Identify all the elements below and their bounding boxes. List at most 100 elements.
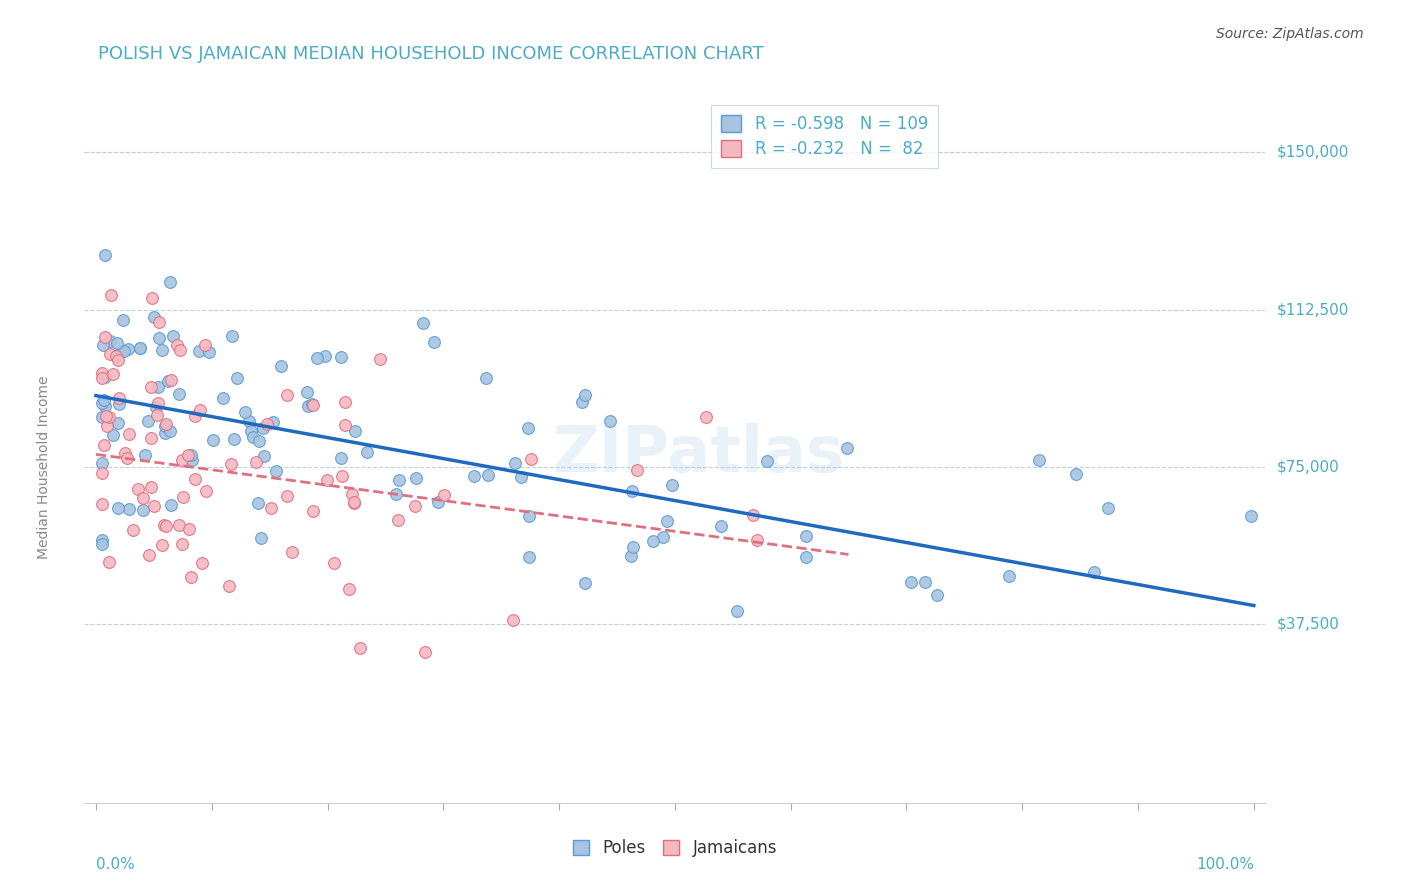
- Point: [747, 533, 769, 548]
- Point: [148, 331, 170, 345]
- Point: [626, 463, 648, 477]
- Point: [108, 397, 131, 411]
- Point: [340, 487, 363, 501]
- Point: [172, 490, 194, 504]
- Point: [305, 351, 328, 365]
- Point: [162, 328, 184, 343]
- Point: [98, 409, 121, 424]
- Text: 100.0%: 100.0%: [1197, 857, 1254, 872]
- Point: [159, 276, 181, 290]
- Point: [233, 405, 256, 419]
- Point: [172, 536, 194, 550]
- Point: [97, 555, 120, 569]
- Point: [218, 578, 240, 592]
- Legend: Poles, Jamaicans: Poles, Jamaicans: [564, 831, 786, 866]
- Point: [90, 497, 112, 511]
- Point: [184, 472, 207, 486]
- Point: [180, 570, 202, 584]
- Point: [143, 310, 166, 324]
- Point: [245, 455, 267, 469]
- Point: [90, 370, 112, 384]
- Point: [510, 469, 533, 483]
- Point: [661, 478, 683, 492]
- Point: [266, 464, 288, 478]
- Point: [139, 380, 162, 394]
- Point: [412, 317, 434, 331]
- Point: [111, 313, 134, 327]
- Point: [413, 645, 436, 659]
- Point: [114, 446, 136, 460]
- Point: [148, 315, 170, 329]
- Point: [620, 549, 643, 563]
- Point: [90, 410, 112, 425]
- Point: [118, 502, 141, 516]
- Point: [180, 448, 202, 462]
- Point: [574, 388, 596, 402]
- Text: Median Household Income: Median Household Income: [37, 376, 51, 558]
- Point: [794, 549, 817, 564]
- Point: [343, 495, 366, 509]
- Point: [477, 468, 499, 483]
- Point: [90, 537, 112, 551]
- Point: [142, 499, 165, 513]
- Point: [169, 387, 191, 401]
- Point: [107, 353, 129, 368]
- Point: [195, 484, 218, 499]
- Point: [242, 430, 264, 444]
- Point: [329, 450, 352, 465]
- Text: ZIPatlas: ZIPatlas: [553, 424, 844, 485]
- Point: [152, 518, 174, 533]
- Point: [302, 398, 325, 412]
- Point: [370, 351, 392, 366]
- Point: [180, 453, 202, 467]
- Point: [201, 433, 224, 447]
- Point: [517, 421, 540, 435]
- Text: 0.0%: 0.0%: [96, 857, 135, 872]
- Point: [276, 489, 298, 503]
- Point: [90, 396, 112, 410]
- Point: [118, 427, 141, 442]
- Point: [153, 425, 176, 440]
- Point: [519, 452, 541, 467]
- Point: [1066, 467, 1088, 481]
- Point: [253, 449, 276, 463]
- Point: [330, 468, 353, 483]
- Point: [188, 344, 211, 359]
- Point: [150, 343, 173, 357]
- Text: $75,000: $75,000: [1277, 459, 1340, 475]
- Point: [145, 400, 167, 414]
- Point: [505, 456, 527, 470]
- Point: [710, 519, 733, 533]
- Point: [110, 344, 132, 359]
- Point: [222, 432, 245, 446]
- Point: [112, 344, 135, 359]
- Point: [571, 394, 593, 409]
- Point: [1239, 508, 1261, 523]
- Point: [474, 371, 496, 385]
- Point: [297, 399, 319, 413]
- Point: [90, 456, 112, 470]
- Point: [281, 544, 304, 558]
- Point: [655, 515, 678, 529]
- Point: [101, 428, 124, 442]
- Point: [166, 338, 188, 352]
- Point: [405, 471, 427, 485]
- Point: [100, 287, 122, 301]
- Point: [93, 337, 115, 351]
- Point: [94, 369, 117, 384]
- Point: [221, 329, 243, 343]
- Point: [146, 395, 169, 409]
- Point: [695, 409, 717, 424]
- Point: [837, 441, 859, 455]
- Point: [343, 496, 366, 510]
- Point: [159, 498, 181, 512]
- Point: [333, 394, 356, 409]
- Point: [301, 397, 323, 411]
- Point: [276, 388, 298, 402]
- Point: [517, 509, 540, 524]
- Point: [927, 589, 949, 603]
- Point: [463, 469, 485, 483]
- Point: [127, 482, 149, 496]
- Point: [138, 549, 160, 563]
- Point: [167, 518, 190, 533]
